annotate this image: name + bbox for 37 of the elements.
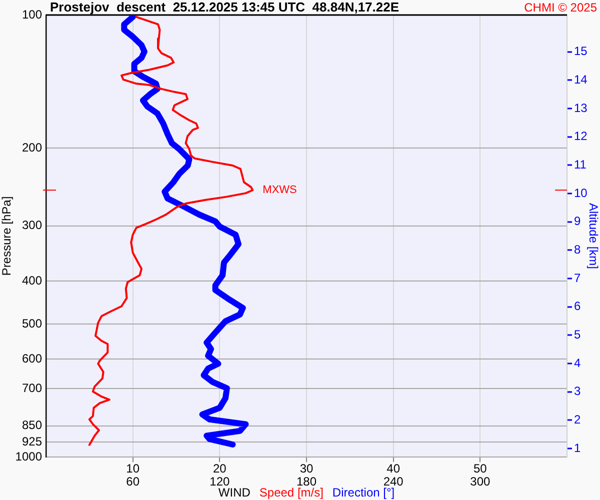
y-tick-label: 400 (22, 273, 42, 288)
y-axis-title: Pressure [hPa] (0, 196, 14, 276)
y-tick-label: 200 (22, 140, 42, 154)
y2-tick-label: 1 (574, 440, 581, 455)
annotation: MXWS (262, 184, 297, 196)
text: CHMI © 2025 (524, 0, 598, 14)
x-tick-label: 20 (212, 461, 227, 476)
y-tick-label: 300 (22, 218, 42, 232)
y2-tick-label: 10 (574, 186, 588, 200)
y2-tick-label: 14 (574, 72, 588, 86)
x-tick-label: 10 (126, 461, 140, 476)
y2-tick-label: 4 (574, 356, 581, 370)
y2-axis-title: Altitude [km] (586, 202, 600, 270)
y-tick-label: 100 (22, 7, 42, 22)
y2-tick-label: 7 (574, 270, 581, 285)
y2-tick-label: 8 (574, 242, 581, 256)
y2-tick-label: 5 (574, 327, 581, 342)
y-tick-label: 600 (22, 351, 42, 366)
y-tick-label: 925 (22, 434, 42, 448)
y2-tick-label: 11 (574, 157, 587, 172)
y-tick-label: 850 (22, 418, 42, 432)
x2-tick-label: 300 (470, 474, 490, 488)
y2-tick-label: 6 (574, 299, 581, 314)
x-tick-label: 30 (300, 461, 314, 476)
y2-tick-label: 15 (574, 44, 588, 58)
y-tick-label: 700 (22, 380, 42, 395)
chart-title: Prostejov descent 25.12.2025 13:45 UTC 48.84N,17.22E (50, 0, 400, 15)
y-tick-label: 500 (22, 316, 42, 330)
x2-tick-label: 60 (126, 474, 140, 488)
y2-tick-label: 9 (574, 214, 581, 228)
y2-tick-label: 3 (574, 384, 581, 398)
x-tick-label: 50 (473, 461, 488, 476)
y2-tick-label: 13 (574, 100, 588, 115)
y-tick-label: 1000 (15, 449, 42, 464)
y2-tick-label: 2 (574, 412, 581, 426)
x-tick-label: 40 (386, 461, 400, 476)
y2-tick-label: 12 (574, 129, 588, 144)
